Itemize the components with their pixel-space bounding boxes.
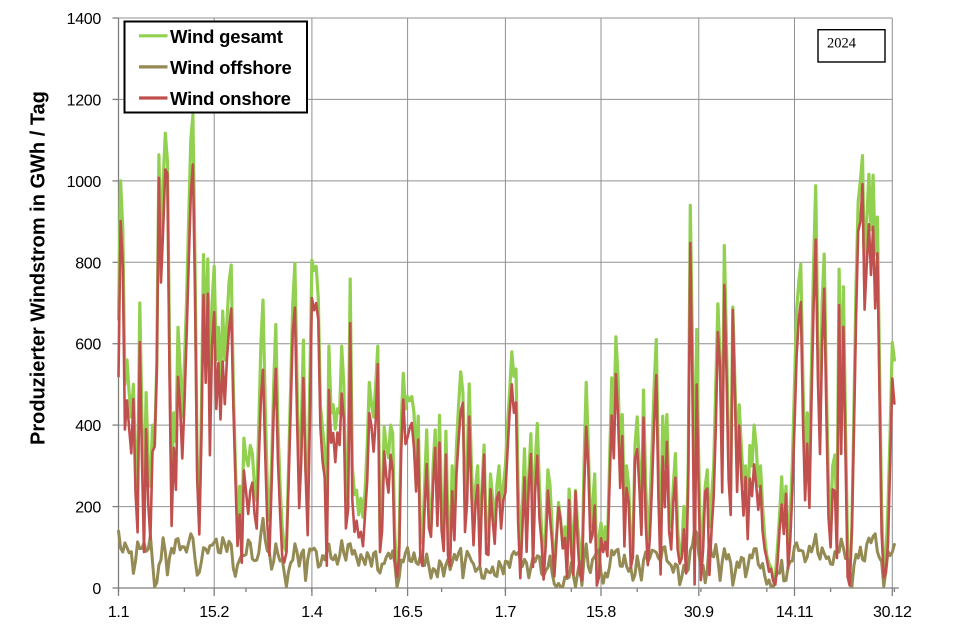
svg-text:14.11: 14.11: [776, 604, 814, 621]
svg-text:1.1: 1.1: [108, 604, 130, 621]
svg-text:1.7: 1.7: [495, 604, 517, 621]
svg-text:15.8: 15.8: [586, 604, 616, 621]
svg-text:2024: 2024: [827, 35, 857, 51]
svg-text:Produzierter Windstrom in GWh: Produzierter Windstrom in GWh / Tag: [28, 91, 50, 445]
svg-text:600: 600: [75, 337, 101, 354]
svg-text:200: 200: [75, 500, 101, 517]
svg-text:400: 400: [75, 418, 101, 435]
svg-text:1000: 1000: [67, 174, 102, 191]
svg-text:1.4: 1.4: [301, 604, 323, 621]
svg-text:1400: 1400: [67, 11, 102, 28]
svg-text:Wind onshore: Wind onshore: [170, 88, 291, 109]
svg-text:Wind gesamt: Wind gesamt: [170, 26, 283, 47]
svg-text:0: 0: [92, 581, 101, 598]
svg-text:800: 800: [75, 255, 101, 272]
svg-text:15.2: 15.2: [199, 604, 229, 621]
svg-text:Wind offshore: Wind offshore: [170, 57, 292, 78]
svg-text:16.5: 16.5: [393, 604, 423, 621]
svg-text:30.12: 30.12: [873, 604, 912, 621]
svg-text:30.9: 30.9: [684, 604, 714, 621]
svg-text:1200: 1200: [67, 92, 102, 109]
